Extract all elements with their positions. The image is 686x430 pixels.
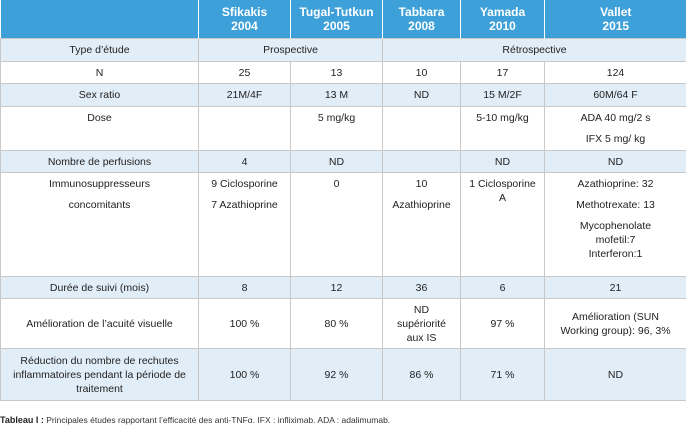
cell: 21 (544, 276, 686, 299)
cell: 25 (198, 61, 291, 84)
cell: 97 % (460, 298, 545, 349)
cell: 13 M (290, 83, 383, 107)
cell: 5-10 mg/kg (460, 106, 545, 151)
row-label: N (0, 61, 199, 84)
cell: ND (544, 150, 686, 173)
cell: 92 % (290, 348, 383, 401)
cell: ND (382, 83, 461, 107)
cell: ND (460, 150, 545, 173)
cell (198, 106, 291, 151)
row-label: Dose (0, 106, 199, 151)
row-label: Réduction du nombre de rechutes inflamma… (0, 348, 199, 401)
cell: 100 % (198, 348, 291, 401)
cell: 36 (382, 276, 461, 299)
cell: 100 % (198, 298, 291, 349)
cell: Prospective (198, 38, 383, 62)
header-corner (0, 0, 199, 39)
cell: 86 % (382, 348, 461, 401)
row-label: Amélioration de l’acuité visuelle (0, 298, 199, 349)
studies-table: Sfikakis 2004 Tugal-Tutkun 2005 Tabbara 200… (0, 0, 686, 401)
table-caption: Tableau I : Principales études rapportan… (0, 415, 391, 425)
cell: 1 Ciclosporine A (460, 172, 545, 277)
header-row: Sfikakis 2004 Tugal-Tutkun 2005 Tabbara 200… (0, 0, 686, 39)
header-yamada: Yamada 2010 (460, 0, 545, 39)
table-row: Réduction du nombre de rechutes inflamma… (0, 348, 686, 401)
cell: 80 % (290, 298, 383, 349)
table-row: Durée de suivi (mois) 8 12 36 6 21 (0, 276, 686, 299)
header-sfikakis: Sfikakis 2004 (198, 0, 291, 39)
table-row: Nombre de perfusions 4 ND ND ND (0, 150, 686, 173)
table-row: Immunosuppresseurs concomitants 9 Ciclos… (0, 172, 686, 277)
cell: 21M/4F (198, 83, 291, 107)
header-vallet: Vallet 2015 (544, 0, 686, 39)
cell: 60M/64 F (544, 83, 686, 107)
header-tabbara: Tabbara 2008 (382, 0, 461, 39)
cell: 9 Ciclosporine 7 Azathioprine (198, 172, 291, 277)
row-label: Durée de suivi (mois) (0, 276, 199, 299)
cell: 15 M/2F (460, 83, 545, 107)
cell: ND (544, 348, 686, 401)
cell: 10 (382, 61, 461, 84)
cell: 13 (290, 61, 383, 84)
cell: 6 (460, 276, 545, 299)
row-label: Type d’étude (0, 38, 199, 62)
cell: 71 % (460, 348, 545, 401)
row-label: Immunosuppresseurs concomitants (0, 172, 199, 277)
cell: 17 (460, 61, 545, 84)
cell: 124 (544, 61, 686, 84)
cell: 4 (198, 150, 291, 173)
cell: Azathioprine: 32 Methotrexate: 13 Mycoph… (544, 172, 686, 277)
cell: Amélioration (SUN Working group): 96, 3% (544, 298, 686, 349)
table-row: Amélioration de l’acuité visuelle 100 % … (0, 298, 686, 349)
cell (382, 150, 461, 173)
table-row: Sex ratio 21M/4F 13 M ND 15 M/2F 60M/64 … (0, 83, 686, 107)
table-row: Dose 5 mg/kg 5-10 mg/kg ADA 40 mg/2 s IF… (0, 106, 686, 151)
header-tugal-tutkun: Tugal-Tutkun 2005 (290, 0, 383, 39)
table-row: Type d’étude Prospective Rétrospective (0, 38, 686, 62)
cell: 10 Azathioprine (382, 172, 461, 277)
cell: 0 (290, 172, 383, 277)
cell: 5 mg/kg (290, 106, 383, 151)
cell: 12 (290, 276, 383, 299)
row-label: Nombre de perfusions (0, 150, 199, 173)
cell: ND supériorité aux IS (382, 298, 461, 349)
table-row: N 25 13 10 17 124 (0, 61, 686, 84)
cell: Rétrospective (382, 38, 686, 62)
cell: ADA 40 mg/2 s IFX 5 mg/ kg (544, 106, 686, 151)
cell: 8 (198, 276, 291, 299)
row-label: Sex ratio (0, 83, 199, 107)
cell (382, 106, 461, 151)
cell: ND (290, 150, 383, 173)
